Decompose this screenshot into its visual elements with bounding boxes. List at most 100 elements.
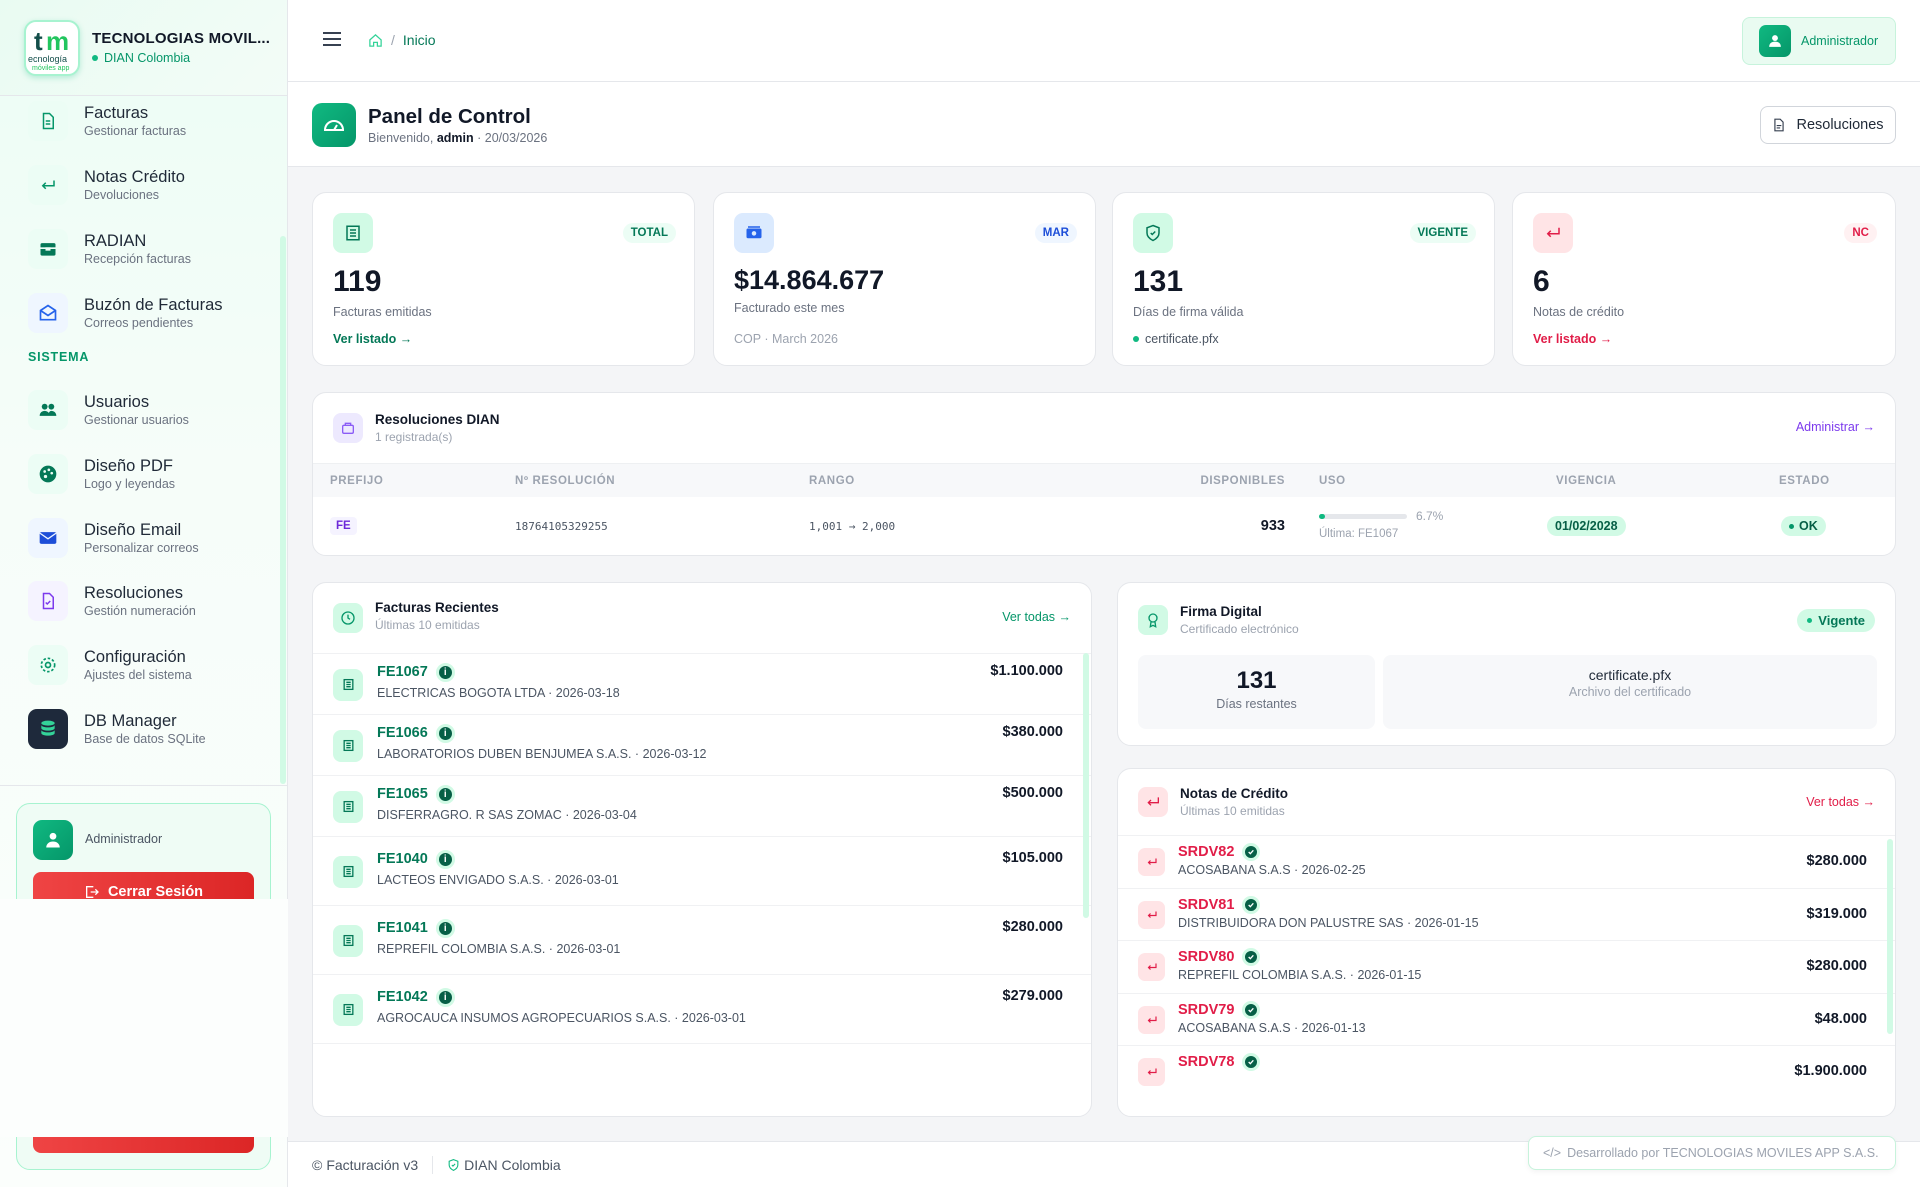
card-subtitle: Certificado electrónico — [1180, 622, 1299, 636]
nota-id[interactable]: SRDV81 — [1178, 896, 1235, 913]
facturas-recientes-card: Facturas Recientes Últimas 10 emitidas V… — [312, 582, 1092, 1117]
nav-subtitle: Recepción facturas — [84, 251, 192, 266]
sidebar-item-db-manager[interactable]: DB Manager Base de datos SQLite — [28, 705, 268, 753]
nota-credito-row[interactable]: SRDV81 DISTRIBUIDORA DON PALUSTRE SAS · … — [1118, 887, 1895, 940]
card-title: Firma Digital — [1180, 604, 1262, 619]
factura-id[interactable]: FE1041 — [377, 920, 428, 936]
receipt-icon — [333, 993, 363, 1026]
sidebar-item-resoluciones[interactable]: Resoluciones Gestión numeración — [28, 577, 268, 625]
nota-credito-row[interactable]: SRDV79 ACOSABANA S.A.S · 2026-01-13 $48.… — [1118, 992, 1895, 1045]
document-icon — [1774, 118, 1785, 132]
nota-credito-row[interactable]: SRDV82 ACOSABANA S.A.S · 2026-02-25 $280… — [1118, 835, 1895, 887]
factura-detail: AGROCAUCA INSUMOS AGROPECUARIOS S.A.S. ·… — [377, 1010, 746, 1025]
factura-id[interactable]: FE1065 — [377, 786, 428, 802]
home-icon[interactable] — [368, 33, 383, 48]
sidebar-item-configuracion[interactable]: Configuración Ajustes del sistema — [28, 641, 268, 689]
list-scrollbar[interactable] — [1887, 839, 1893, 1034]
factura-row[interactable]: FE1065 i DISFERRAGRO. R SAS ZOMAC · 2026-… — [313, 775, 1091, 836]
nota-id[interactable]: SRDV82 — [1178, 844, 1235, 860]
factura-row[interactable]: FE1042 i AGROCAUCA INSUMOS AGROPECUARIOS … — [313, 974, 1091, 1043]
receipt-icon — [333, 729, 363, 762]
database-icon — [28, 709, 68, 749]
factura-id[interactable]: FE1066 — [377, 725, 428, 741]
nav-title: Resoluciones — [84, 583, 184, 602]
svg-text:móviles app: móviles app — [32, 65, 69, 72]
factura-row[interactable]: FE1066 i LABORATORIOS DUBEN BENJUMEA S.A.… — [313, 714, 1091, 775]
factura-detail: REPREFIL COLOMBIA S.A.S. · 2026-03-01 — [377, 941, 621, 956]
factura-row-partial — [313, 1043, 1091, 1051]
nota-id[interactable]: SRDV78 — [1178, 1054, 1235, 1070]
card-title: Notas de Crédito — [1180, 786, 1289, 801]
breadcrumb-separator: / — [391, 32, 395, 48]
ver-todas-notas-link[interactable]: Ver todas → — [1806, 795, 1875, 809]
factura-detail: LACTEOS ENVIGADO S.A.S. · 2026-03-01 — [377, 872, 619, 887]
list-scrollbar[interactable] — [1083, 653, 1089, 918]
resoluciones-button[interactable]: Resoluciones — [1760, 106, 1896, 144]
stat-label: Facturas emitidas — [333, 305, 432, 319]
nav-subtitle: Base de datos SQLite — [84, 731, 206, 746]
stat-label: Notas de crédito — [1533, 305, 1625, 319]
stat-card-notas: NC 6 Notas de crédito Ver listado → — [1512, 192, 1896, 366]
column-header: PREFIJO — [330, 475, 384, 487]
ver-todas-facturas-link[interactable]: Ver todas → — [1002, 610, 1071, 624]
hamburger-menu-icon[interactable] — [323, 31, 341, 47]
info-icon[interactable]: i — [435, 849, 455, 869]
nota-amount: $1.900.000 — [1794, 1063, 1867, 1079]
nota-credito-row[interactable]: SRDV80 REPREFIL COLOMBIA S.A.S. · 2026-0… — [1118, 940, 1895, 992]
sidebar-item-usuarios[interactable]: Usuarios Gestionar usuarios — [28, 386, 268, 434]
top-bar: / Inicio Administrador — [288, 0, 1920, 82]
info-icon[interactable]: i — [435, 662, 455, 682]
receipt-icon — [333, 668, 363, 701]
factura-row[interactable]: FE1067 i ELECTRICAS BOGOTA LTDA · 2026-03… — [313, 653, 1091, 714]
factura-row[interactable]: FE1040 i LACTEOS ENVIGADO S.A.S. · 2026-0… — [313, 836, 1091, 905]
stat-value: $14.864.677 — [734, 265, 885, 295]
info-icon[interactable]: i — [435, 987, 455, 1007]
nota-id[interactable]: SRDV79 — [1178, 1001, 1235, 1018]
uso-progress-fill — [1319, 514, 1325, 519]
stat-footer: COP · March 2026 — [734, 332, 838, 346]
return-icon — [1138, 848, 1165, 876]
user-menu-button[interactable]: Administrador — [1742, 17, 1896, 65]
nota-id[interactable]: SRDV80 — [1178, 949, 1235, 965]
check-circle-icon — [1242, 843, 1261, 861]
factura-detail: ELECTRICAS BOGOTA LTDA · 2026-03-18 — [377, 685, 620, 700]
factura-id[interactable]: FE1067 — [377, 664, 428, 680]
nav-title: DB Manager — [84, 711, 177, 730]
dias-label: Días restantes — [1216, 697, 1297, 711]
sidebar-item-diseno-email[interactable]: Diseño Email Personalizar correos — [28, 514, 268, 562]
info-icon[interactable]: i — [435, 723, 455, 743]
factura-id[interactable]: FE1040 — [377, 851, 428, 867]
administrar-link[interactable]: Administrar → — [1795, 420, 1875, 434]
nav-title: Configuración — [84, 647, 186, 666]
company-name: TECNOLOGIAS MOVIL... — [92, 30, 271, 47]
nav-subtitle: Gestión numeración — [84, 603, 196, 618]
info-icon[interactable]: i — [435, 918, 455, 938]
sidebar-item-notas-credito[interactable]: Notas Crédito Devoluciones — [28, 161, 268, 209]
sidebar-item-diseno-pdf[interactable]: Diseño PDF Logo y leyendas — [28, 450, 268, 498]
nota-detail: ACOSABANA S.A.S · 2026-01-13 — [1178, 1020, 1366, 1035]
nav-subtitle: Gestionar usuarios — [84, 412, 189, 427]
file-icon — [28, 101, 68, 141]
sidebar-item-facturas[interactable]: Facturas Gestionar facturas — [28, 97, 268, 145]
card-subtitle: Últimas 10 emitidas — [1180, 804, 1285, 818]
nota-credito-row[interactable]: SRDV78 $1.900.000 — [1118, 1045, 1895, 1097]
breadcrumb-current[interactable]: Inicio — [402, 32, 436, 48]
nav-title: Usuarios — [84, 392, 150, 411]
factura-amount: $105.000 — [1002, 849, 1063, 866]
sidebar-scrollbar[interactable] — [280, 236, 286, 784]
factura-id[interactable]: FE1042 — [377, 989, 428, 1005]
developer-badge[interactable]: </> Desarrollado por TECNOLOGIAS MOVILES … — [1528, 1136, 1896, 1170]
factura-row[interactable]: FE1041 i REPREFIL COLOMBIA S.A.S. · 2026-… — [313, 905, 1091, 974]
logout-icon — [85, 886, 99, 898]
stat-card-facturado: MAR $14.864.677 Facturado este mes COP ·… — [713, 192, 1096, 366]
ver-listado-notas-link[interactable]: Ver listado → — [1533, 332, 1613, 346]
nav-subtitle: Devoluciones — [84, 187, 160, 202]
card-subtitle: Últimas 10 emitidas — [375, 618, 480, 632]
sidebar-item-radian[interactable]: RADIAN Recepción facturas — [28, 225, 268, 273]
uso-progress-bar — [1319, 514, 1407, 519]
sidebar-item-buzon[interactable]: Buzón de Facturas Correos pendientes — [28, 289, 268, 337]
column-header: DISPONIBLES — [1200, 475, 1285, 487]
info-icon[interactable]: i — [435, 784, 455, 804]
ver-listado-facturas-link[interactable]: Ver listado → — [333, 332, 413, 346]
receipt-icon — [333, 855, 363, 888]
